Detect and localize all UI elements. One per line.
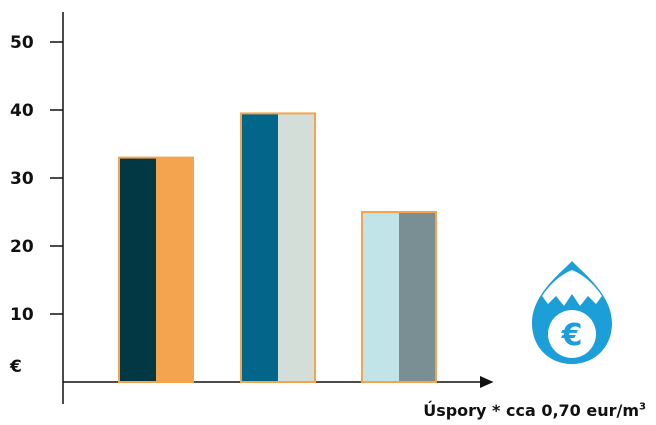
bar-group-2-segment-1 — [241, 113, 278, 383]
bar-group-2-outline — [240, 112, 316, 384]
x-axis-caption: Úspory * cca 0,70 eur/m3 — [423, 401, 646, 420]
y-tick-label: 10 — [10, 305, 34, 325]
bar-group-1-outline — [118, 156, 194, 383]
bar-group-1-segment-1 — [119, 157, 156, 382]
y-unit-label: € — [9, 357, 22, 377]
bar-group-3-segment-1 — [362, 212, 399, 382]
y-ticks: 10 20 30 40 50 — [10, 33, 63, 325]
y-tick-label: 50 — [10, 33, 34, 53]
y-tick-label: 40 — [10, 101, 34, 121]
caption-superscript: 3 — [639, 401, 646, 413]
y-tick-label: 20 — [10, 237, 34, 257]
bar-group-2-segment-2 — [278, 113, 315, 383]
euro-coin — [548, 310, 596, 358]
bars — [118, 112, 437, 384]
snow-peak-shape — [542, 270, 602, 306]
bar-group-3-segment-2 — [399, 212, 436, 382]
bar-group-1-segment-2 — [156, 157, 193, 382]
bar-group-3-outline — [361, 211, 437, 383]
caption-text: Úspory * cca 0,70 eur/m — [423, 401, 640, 420]
y-tick-label: 30 — [10, 169, 34, 189]
water-drop-euro-icon: € — [532, 261, 612, 364]
euro-symbol: € — [561, 318, 583, 353]
